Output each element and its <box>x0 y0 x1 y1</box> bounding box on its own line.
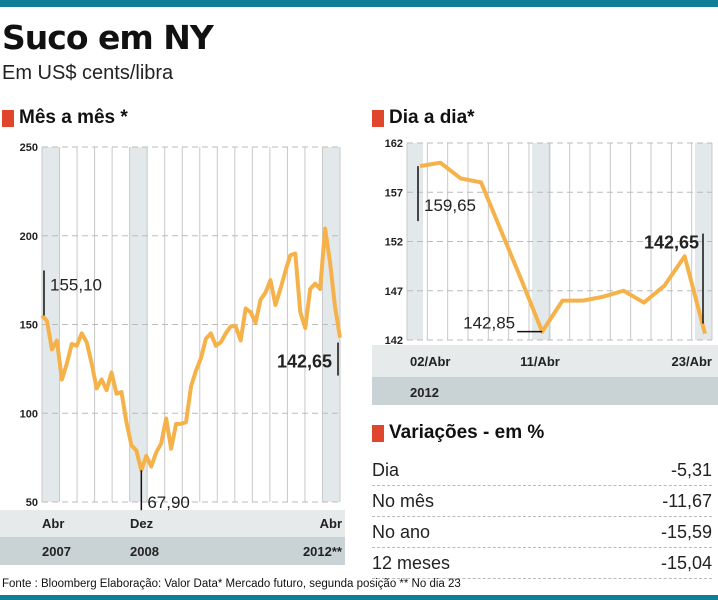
x-tick-label: 02/Abr <box>410 354 450 369</box>
y-tick-label: 200 <box>20 231 38 243</box>
row-value: -5,31 <box>670 460 712 480</box>
row-label: No ano <box>372 522 431 542</box>
x-tick-label: Abr <box>42 516 64 531</box>
series-line <box>40 226 342 473</box>
row-value: -15,04 <box>660 553 712 573</box>
x-tick-label: 11/Abr <box>520 354 560 369</box>
red-square-icon <box>372 109 384 127</box>
x-axis-band <box>372 345 718 377</box>
y-tick-label: 147 <box>385 286 403 298</box>
x-tick-label: 23/Abr <box>672 354 712 369</box>
page-subtitle: Em US$ cents/libra <box>2 62 174 84</box>
daily-chart-title: Dia a dia* <box>389 107 475 128</box>
row-label: No mês <box>372 491 435 511</box>
y-tick-label: 150 <box>20 320 38 332</box>
annotation-label: 142,65 <box>277 352 332 372</box>
table-row: No ano -15,59 <box>372 517 712 548</box>
year-label: 2012** <box>303 544 343 559</box>
year-label: 2007 <box>42 544 71 559</box>
y-tick-label: 100 <box>20 408 38 420</box>
y-tick-label: 50 <box>26 497 38 509</box>
top-color-bar <box>0 0 718 7</box>
variations-table: Dia -5,31 No mês -11,67 No ano -15,59 12 me… <box>372 455 712 579</box>
table-row: Dia -5,31 <box>372 455 712 486</box>
y-tick-label: 157 <box>385 187 403 199</box>
row-label: 12 meses <box>372 553 451 573</box>
year-label: 2012 <box>410 385 439 400</box>
year-label: 2008 <box>130 544 159 559</box>
annotation-label: 142,85 <box>463 314 515 333</box>
row-label: Dia <box>372 460 400 480</box>
row-value: -11,67 <box>662 491 712 511</box>
daily-section-heading: Dia a dia* <box>372 107 475 129</box>
x-axis-band <box>0 510 345 537</box>
annotation-label: 159,65 <box>424 196 476 215</box>
year-band <box>372 377 718 405</box>
variations-title: Variações - em % <box>389 422 545 443</box>
year-band <box>0 537 345 565</box>
red-square-icon <box>372 424 384 442</box>
monthly-section-heading: Mês a mês * <box>2 107 128 129</box>
x-tick-label: Abr <box>320 516 342 531</box>
source-footnote: Fonte : Bloomberg Elaboração: Valor Data… <box>2 578 461 590</box>
annotation-label: 155,10 <box>50 275 102 294</box>
bottom-color-bar <box>0 595 718 600</box>
x-tick-label: Dez <box>130 516 154 531</box>
row-value: -15,59 <box>660 522 712 542</box>
red-square-icon <box>2 109 14 127</box>
y-tick-label: 152 <box>385 237 403 249</box>
table-row: 12 meses -15,04 <box>372 548 712 579</box>
y-tick-label: 250 <box>20 142 38 154</box>
table-row: No mês -11,67 <box>372 486 712 517</box>
y-tick-label: 142 <box>385 335 403 347</box>
annotation-label: 142,65 <box>644 233 699 253</box>
monthly-chart-title: Mês a mês * <box>19 107 128 128</box>
variations-heading: Variações - em % <box>372 422 544 444</box>
y-tick-label: 162 <box>385 138 403 150</box>
annotation-label: 67,90 <box>147 493 190 512</box>
page-title: Suco em NY <box>2 18 214 57</box>
